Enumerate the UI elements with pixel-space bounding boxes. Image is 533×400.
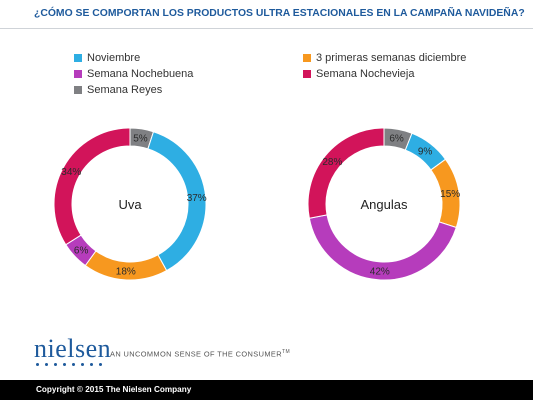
- uva-data-label: 34%: [61, 167, 81, 178]
- angulas-chart-title: Angulas: [361, 197, 408, 212]
- angulas-data-label: 6%: [389, 134, 404, 145]
- legend-right: 3 primeras semanas diciembre Semana Noch…: [303, 50, 466, 82]
- uva-chart-title: Uva: [118, 197, 142, 212]
- legend-label: Semana Nochebuena: [87, 68, 194, 80]
- legend-label: Semana Reyes: [87, 84, 163, 96]
- uva-slice-semana-nochevieja: [53, 127, 131, 246]
- legend-left: Noviembre Semana Nochebuena Semana Reyes: [74, 50, 193, 98]
- angulas-slice-semana-nochevieja: [307, 127, 385, 219]
- angulas-data-label: 15%: [440, 189, 460, 200]
- legend-item-reyes: Semana Reyes: [74, 82, 193, 98]
- tagline-trademark: TM: [281, 349, 291, 355]
- uva-data-label: 6%: [74, 245, 89, 256]
- legend-label: 3 primeras semanas diciembre: [316, 52, 467, 64]
- legend-swatch: [74, 70, 82, 78]
- page-title: ¿CÓMO SE COMPORTAN LOS PRODUCTOS ULTRA E…: [34, 8, 525, 19]
- brand-tagline: AN UNCOMMON SENSE OF THE CONSUMERTM: [110, 349, 290, 358]
- uva-data-label: 18%: [116, 266, 136, 277]
- copyright-text: Copyright © 2015 The Nielsen Company: [36, 385, 192, 394]
- legend-swatch: [303, 54, 311, 62]
- angulas-data-label: 42%: [370, 266, 390, 277]
- legend-item-diciembre: 3 primeras semanas diciembre: [303, 50, 466, 66]
- title-divider: [0, 28, 533, 29]
- footer-bar: Copyright © 2015 The Nielsen Company: [0, 380, 533, 400]
- logo-dots: [36, 363, 102, 366]
- uva-data-label: 5%: [133, 133, 148, 144]
- legend-swatch: [74, 86, 82, 94]
- legend-label: Semana Nochevieja: [316, 68, 415, 80]
- angulas-data-label: 9%: [418, 147, 433, 158]
- legend-item-noviembre: Noviembre: [74, 50, 193, 66]
- angulas-data-label: 28%: [322, 157, 342, 168]
- legend-swatch: [303, 70, 311, 78]
- legend-swatch: [74, 54, 82, 62]
- legend-item-nochevieja: Semana Nochevieja: [303, 66, 466, 82]
- uva-data-label: 37%: [187, 193, 207, 204]
- tagline-text: AN UNCOMMON SENSE OF THE CONSUMER: [110, 349, 282, 359]
- legend-item-nochebuena: Semana Nochebuena: [74, 66, 193, 82]
- nielsen-logo: nielsen: [34, 334, 112, 363]
- legend-label: Noviembre: [87, 52, 141, 64]
